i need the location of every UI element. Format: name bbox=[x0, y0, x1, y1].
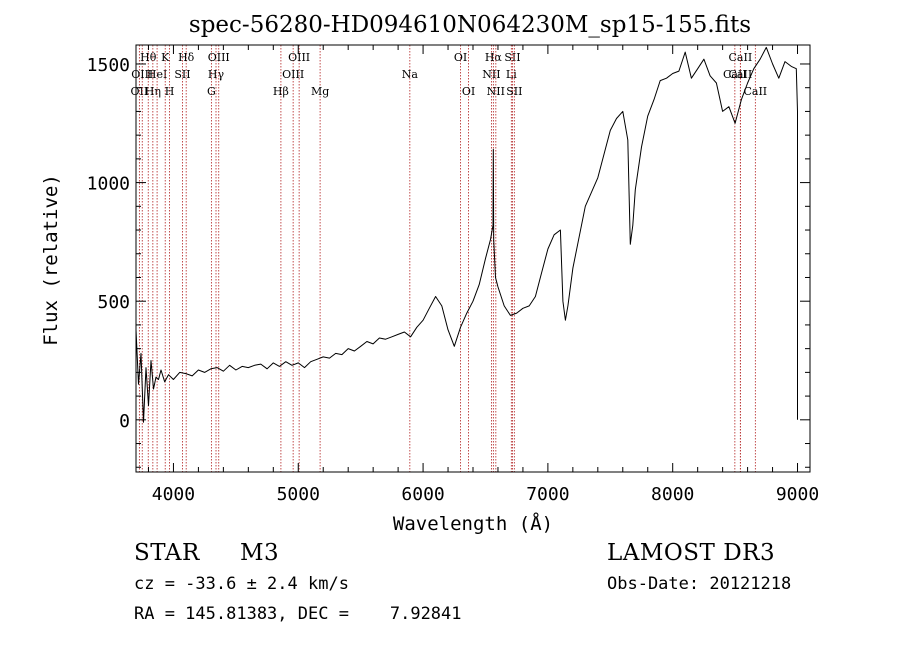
redshift-line: cz = -33.6 ± 2.4 km/s bbox=[134, 574, 349, 594]
spectrum-line bbox=[135, 46, 798, 423]
line-label: Hδ bbox=[178, 51, 195, 64]
line-label: HeI bbox=[147, 68, 167, 81]
line-label: Hβ bbox=[273, 85, 289, 98]
line-label: K bbox=[161, 51, 170, 64]
y-tick-label: 500 bbox=[97, 292, 130, 313]
line-label: OIII bbox=[131, 68, 153, 81]
line-label: G bbox=[207, 85, 216, 98]
line-label: Li bbox=[506, 68, 517, 81]
line-label: Na bbox=[402, 68, 419, 81]
y-tick-label: 0 bbox=[119, 411, 130, 432]
chart-title: spec-56280-HD094610N064230M_sp15-155.fit… bbox=[189, 12, 751, 38]
coordinates: RA = 145.81383, DEC = 7.92841 bbox=[134, 604, 462, 624]
plot-frame bbox=[135, 44, 811, 473]
x-tick-label: 4000 bbox=[152, 484, 195, 505]
line-label: CaII bbox=[723, 68, 747, 81]
object-class: STAR bbox=[134, 540, 200, 566]
line-label: Hγ bbox=[208, 68, 225, 81]
survey-name: LAMOST DR3 bbox=[607, 540, 776, 566]
x-tick-label: 9000 bbox=[776, 484, 819, 505]
line-label: OI bbox=[462, 85, 475, 98]
line-label: Hη bbox=[145, 85, 161, 98]
line-label: OII bbox=[131, 85, 149, 98]
y-tick-label: 1500 bbox=[87, 55, 130, 76]
line-label: OIII bbox=[208, 51, 230, 64]
x-tick-label: 6000 bbox=[401, 484, 444, 505]
y-axis: 0 500 1000 1500 bbox=[87, 55, 810, 468]
line-label: Hθ bbox=[140, 51, 157, 64]
line-label: OI bbox=[454, 51, 467, 64]
line-label: Mg bbox=[311, 85, 329, 98]
line-label: H bbox=[165, 85, 175, 98]
line-label: SII bbox=[506, 85, 522, 98]
series-group bbox=[135, 46, 798, 423]
x-axis-label: Wavelength (Å) bbox=[393, 512, 553, 535]
line-label: SII bbox=[504, 51, 520, 64]
obs-date: Obs-Date: 20121218 bbox=[607, 574, 792, 594]
line-label: NII bbox=[482, 68, 500, 81]
x-tick-label: 5000 bbox=[277, 484, 320, 505]
x-tick-label: 7000 bbox=[526, 484, 569, 505]
line-label: CaII bbox=[729, 68, 753, 81]
line-markers: OII OIII Hθ Hη HeI K H SII Hδ G Hγ OIII Hβ OIII OIII Mg… bbox=[131, 45, 767, 472]
subclass: M3 bbox=[240, 540, 280, 566]
line-label: NII bbox=[487, 85, 505, 98]
line-label: Hα bbox=[485, 51, 503, 64]
x-tick-label: 8000 bbox=[651, 484, 694, 505]
line-label: SII bbox=[174, 68, 190, 81]
y-tick-label: 1000 bbox=[87, 174, 130, 195]
line-label: OIII bbox=[288, 51, 310, 64]
line-label: CaII bbox=[743, 85, 767, 98]
line-label: OIII bbox=[282, 68, 304, 81]
y-axis-label: Flux (relative) bbox=[40, 174, 62, 346]
x-axis: 4000 5000 6000 7000 8000 9000 bbox=[147, 45, 819, 505]
